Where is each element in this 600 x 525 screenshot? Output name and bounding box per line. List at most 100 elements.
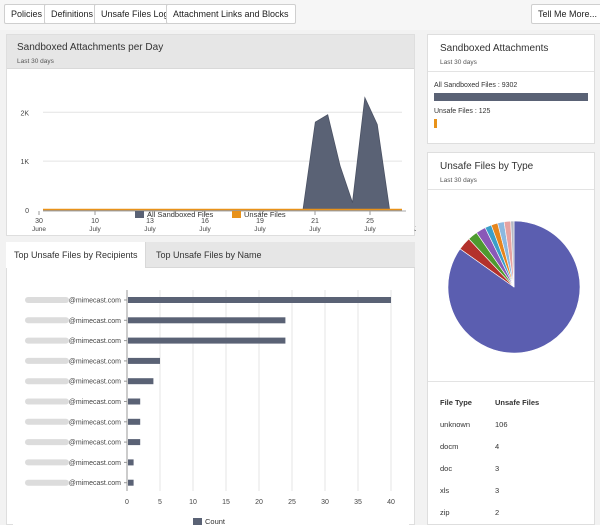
redacted-recipient bbox=[25, 357, 69, 364]
x-tick-label: 0 bbox=[125, 499, 129, 506]
count-cell: 3 bbox=[495, 485, 500, 495]
bar[interactable] bbox=[128, 337, 286, 344]
unsafe-files-label: Unsafe Files : 125 bbox=[434, 108, 491, 115]
pie-slice[interactable] bbox=[510, 220, 515, 288]
x-tick-label: 25 bbox=[288, 499, 296, 506]
count-cell: 2 bbox=[495, 507, 500, 517]
recipient-label: @mimecast.com bbox=[69, 440, 121, 447]
panel-header: Sandboxed Attachments per Day Last 30 da… bbox=[7, 35, 414, 69]
recipient-label: @mimecast.com bbox=[69, 379, 121, 386]
toolbar: Policies Definitions Unsafe Files Log At… bbox=[0, 0, 600, 30]
recipient-label: @mimecast.com bbox=[69, 338, 121, 345]
redacted-recipient bbox=[25, 398, 69, 405]
bar[interactable] bbox=[128, 479, 134, 486]
recipient-label: @mimecast.com bbox=[69, 318, 121, 325]
table-row: doc 3 bbox=[440, 457, 580, 479]
x-tick-sublabel: July bbox=[364, 226, 376, 233]
y-tick-label: 2K bbox=[20, 110, 29, 117]
tab-by-recipients[interactable]: Top Unsafe Files by Recipients bbox=[6, 242, 146, 268]
file-type-cell: docm bbox=[440, 441, 459, 451]
x-tick-label: 25 bbox=[366, 218, 374, 225]
recipients-bar-panel: 0 5 10 15 20 25 30 35 40 @mimecast.com @mimecast.c… bbox=[6, 268, 415, 525]
x-tick-sublabel: July bbox=[199, 226, 211, 233]
x-tick-label: 30 bbox=[35, 218, 43, 225]
file-type-pie-chart bbox=[447, 220, 581, 354]
recipient-label: @mimecast.com bbox=[69, 480, 121, 487]
legend-swatch-unsafe bbox=[232, 211, 241, 218]
file-type-cell: doc bbox=[440, 463, 453, 473]
table-header: File Type Unsafe Files bbox=[440, 391, 580, 413]
all-sandboxed-bar bbox=[434, 93, 588, 101]
x-tick-label: 13 bbox=[146, 218, 154, 225]
bar[interactable] bbox=[128, 378, 154, 385]
x-tick-sublabel: July bbox=[309, 226, 321, 233]
table-row: docm 4 bbox=[440, 435, 580, 457]
redacted-recipient bbox=[25, 337, 69, 344]
recipient-label: @mimecast.com bbox=[69, 419, 121, 426]
redacted-recipient bbox=[25, 297, 69, 303]
table-row: zip 2 bbox=[440, 501, 580, 523]
file-type-cell: xls bbox=[440, 485, 450, 495]
file-type-cell: zip bbox=[440, 507, 450, 517]
panel-subtitle: Last 30 days bbox=[440, 177, 477, 184]
x-tick-label: 35 bbox=[354, 499, 362, 506]
x-tick-label: 40 bbox=[387, 499, 395, 506]
redacted-recipient bbox=[25, 479, 69, 486]
sandboxed-per-day-panel: Sandboxed Attachments per Day Last 30 da… bbox=[6, 34, 416, 236]
recipient-label: @mimecast.com bbox=[69, 298, 121, 305]
x-tick-label: 20 bbox=[255, 499, 263, 506]
legend-swatch-all bbox=[135, 211, 144, 218]
redacted-recipient bbox=[25, 439, 69, 446]
y-tick-label: 0 bbox=[25, 208, 29, 215]
x-tick-label: 30 bbox=[321, 499, 329, 506]
col-file-type: File Type bbox=[440, 397, 472, 407]
x-tick-label: 21 bbox=[311, 218, 319, 225]
x-tick-label: 15 bbox=[222, 499, 230, 506]
x-tick-label: 10 bbox=[189, 499, 197, 506]
table-row: unknown 106 bbox=[440, 413, 580, 435]
legend-label-unsafe: Unsafe Files bbox=[244, 210, 286, 219]
divider bbox=[428, 189, 594, 190]
x-tick-sublabel: July bbox=[414, 226, 416, 233]
pie-slice[interactable] bbox=[447, 220, 581, 354]
unsafe-files-bar bbox=[434, 119, 437, 128]
divider bbox=[428, 381, 594, 382]
x-tick-label: 5 bbox=[158, 499, 162, 506]
legend-swatch-count bbox=[193, 518, 202, 525]
top-unsafe-tabs: Top Unsafe Files by Recipients Top Unsaf… bbox=[6, 242, 415, 268]
x-tick-label: 16 bbox=[201, 218, 209, 225]
count-cell: 4 bbox=[495, 441, 500, 451]
policies-button[interactable]: Policies bbox=[4, 4, 50, 24]
panel-subtitle: Last 30 days bbox=[17, 58, 54, 65]
recipient-label: @mimecast.com bbox=[69, 358, 121, 365]
x-tick-sublabel: June bbox=[32, 226, 46, 233]
legend-label-count: Count bbox=[205, 517, 226, 525]
file-type-table: File Type Unsafe Files unknown 106 docm … bbox=[440, 391, 580, 523]
legend-label-all: All Sandboxed Files bbox=[147, 210, 214, 219]
attachment-links-blocks-button[interactable]: Attachment Links and Blocks bbox=[166, 4, 296, 24]
bar[interactable] bbox=[128, 459, 134, 466]
redacted-recipient bbox=[25, 459, 69, 466]
panel-title: Sandboxed Attachments bbox=[440, 43, 549, 54]
file-type-cell: unknown bbox=[440, 419, 471, 429]
tab-by-name[interactable]: Top Unsafe Files by Name bbox=[156, 250, 262, 260]
bar[interactable] bbox=[128, 317, 286, 324]
col-unsafe-files: Unsafe Files bbox=[495, 397, 540, 407]
divider bbox=[428, 71, 594, 72]
bar[interactable] bbox=[128, 418, 141, 425]
bar[interactable] bbox=[128, 398, 141, 405]
redacted-recipient bbox=[25, 418, 69, 425]
x-tick-sublabel: July bbox=[89, 226, 101, 233]
recipients-bar-chart: 0 5 10 15 20 25 30 35 40 @mimecast.com @mimecast.c… bbox=[13, 278, 409, 525]
definitions-button[interactable]: Definitions bbox=[44, 4, 101, 24]
y-tick-label: 1K bbox=[20, 159, 29, 166]
unsafe-by-type-panel: Unsafe Files by Type Last 30 days File T… bbox=[427, 152, 595, 525]
unsafe-files-bar-track bbox=[434, 119, 588, 128]
bar[interactable] bbox=[128, 297, 391, 303]
panel-subtitle: Last 30 days bbox=[440, 59, 477, 66]
x-tick-sublabel: July bbox=[144, 226, 156, 233]
bar[interactable] bbox=[128, 357, 160, 364]
unsafe-files-log-button[interactable]: Unsafe Files Log bbox=[94, 4, 176, 24]
tell-me-more-button[interactable]: Tell Me More... bbox=[531, 4, 600, 24]
bar[interactable] bbox=[128, 439, 141, 446]
